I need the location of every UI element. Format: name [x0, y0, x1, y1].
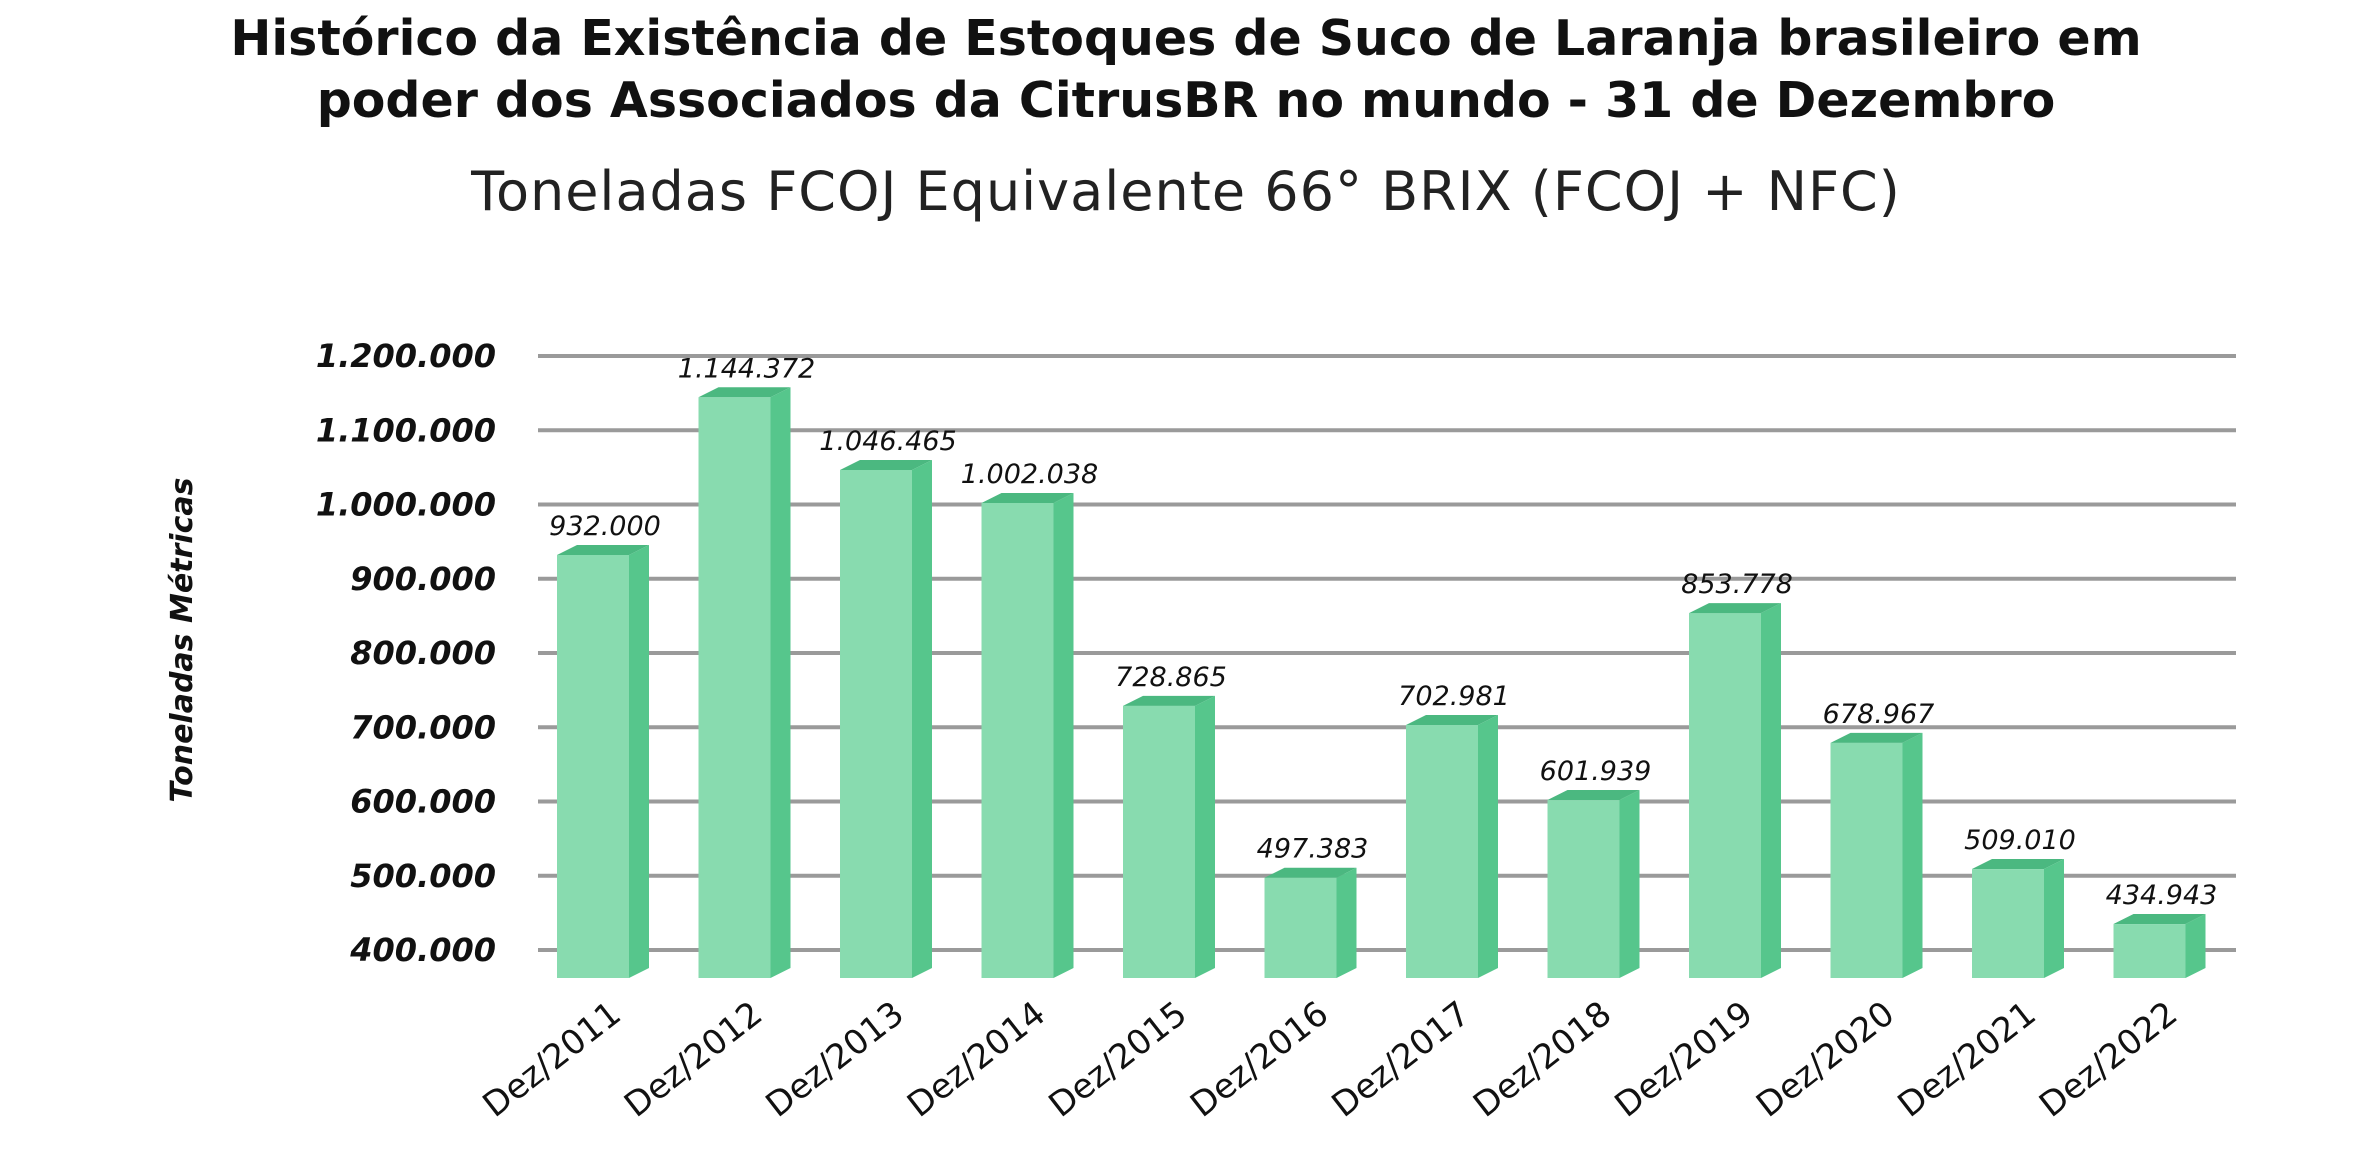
- bar-top: [698, 387, 791, 398]
- bar-side: [912, 459, 932, 978]
- bar-side: [1195, 695, 1215, 978]
- y-tick-label: 900.000: [350, 560, 496, 598]
- data-label: 601.939: [1540, 756, 1652, 787]
- x-tick-label: Dez/2014: [900, 994, 1053, 1126]
- data-label: 497.383: [1257, 834, 1369, 865]
- y-axis-title: Toneladas Métricas: [165, 478, 200, 803]
- data-label: 702.981: [1398, 681, 1510, 712]
- bars: [557, 387, 2206, 978]
- y-tick-label: 500.000: [350, 857, 496, 895]
- bar: [698, 387, 791, 978]
- data-label: 1.046.465: [819, 426, 956, 457]
- bar-front: [2113, 924, 2186, 978]
- bar-top: [1123, 695, 1215, 706]
- chart-title: Histórico da Existência de Estoques de S…: [0, 8, 2372, 132]
- bar-side: [1336, 867, 1357, 978]
- bar-front: [840, 469, 912, 978]
- chart-title-line-2: poder dos Associados da CitrusBR no mund…: [316, 72, 2056, 129]
- x-tick-label: Dez/2019: [1608, 994, 1761, 1126]
- bar: [1123, 695, 1215, 978]
- bar: [1264, 867, 1357, 978]
- bar: [1689, 603, 1781, 978]
- y-tick-label: 700.000: [350, 708, 496, 746]
- bar-top: [1264, 867, 1357, 878]
- x-tick-label: Dez/2012: [617, 994, 770, 1126]
- bar-top: [1406, 715, 1498, 726]
- bar-side: [770, 387, 791, 978]
- bar: [981, 492, 1074, 978]
- data-label: 509.010: [1964, 825, 2076, 856]
- bar-front: [1123, 705, 1195, 978]
- bar: [1406, 715, 1498, 978]
- data-label: 853.778: [1681, 569, 1793, 600]
- x-tick-label: Dez/2013: [759, 994, 912, 1126]
- y-tick-label: 1.200.000: [316, 337, 496, 375]
- x-tick-label: Dez/2015: [1042, 994, 1195, 1126]
- gridlines: [538, 354, 2236, 952]
- chart-title-line-1: Histórico da Existência de Estoques de S…: [230, 10, 2142, 67]
- bar-front: [1406, 725, 1478, 978]
- bar: [2113, 914, 2206, 978]
- bar-front: [1972, 869, 2044, 978]
- bar-side: [2044, 859, 2064, 978]
- y-tick-label: 400.000: [349, 931, 496, 969]
- bar-front: [698, 397, 771, 978]
- bar-top: [981, 492, 1074, 503]
- y-tick-label: 800.000: [350, 634, 496, 672]
- y-axis-ticks: 400.000 500.000 600.000 700.000 800.000 900.0…: [316, 337, 496, 969]
- bar: [840, 459, 932, 978]
- data-label: 728.865: [1115, 662, 1227, 693]
- bar-top: [1830, 732, 1923, 743]
- bar-top: [1547, 790, 1640, 801]
- bar-side: [1619, 790, 1640, 978]
- chart-subtitle: Toneladas FCOJ Equivalente 66° BRIX (FCO…: [471, 160, 1901, 223]
- data-label: 1.002.038: [961, 459, 1098, 490]
- data-label: 1.144.372: [678, 353, 815, 384]
- x-tick-label: Dez/2011: [476, 994, 629, 1126]
- y-tick-label: 1.100.000: [316, 411, 496, 449]
- bar: [557, 544, 649, 978]
- y-tick-label: 1.000.000: [316, 486, 496, 524]
- bar-top: [2113, 914, 2206, 925]
- data-label: 932.000: [549, 511, 661, 542]
- x-axis-categories: Dez/2011Dez/2012Dez/2013Dez/2014Dez/2015…: [476, 994, 2186, 1126]
- bar-front: [1264, 877, 1337, 978]
- bar: [1547, 790, 1640, 978]
- x-tick-label: Dez/2021: [1891, 994, 2044, 1126]
- data-label: 678.967: [1823, 699, 1935, 730]
- bar-front: [1689, 613, 1761, 978]
- bar-front: [557, 554, 629, 978]
- x-tick-label: Dez/2016: [1183, 994, 1336, 1126]
- bar: [1830, 732, 1923, 978]
- bar-front: [981, 502, 1054, 978]
- x-tick-label: Dez/2020: [1749, 994, 1902, 1126]
- bar-top: [557, 544, 649, 555]
- data-label: 434.943: [2106, 880, 2218, 911]
- x-tick-label: Dez/2017: [1325, 994, 1478, 1126]
- bar-side: [1902, 732, 1923, 978]
- bar-top: [1972, 859, 2064, 870]
- bar-side: [629, 544, 649, 978]
- bar-top: [1689, 603, 1781, 614]
- bar-side: [1053, 492, 1074, 978]
- bar: [1972, 859, 2064, 978]
- x-tick-label: Dez/2022: [2032, 994, 2185, 1126]
- bar-side: [2185, 914, 2206, 978]
- bar-side: [1761, 603, 1781, 978]
- y-tick-label: 600.000: [350, 783, 496, 821]
- x-tick-label: Dez/2018: [1466, 994, 1619, 1126]
- bar-front: [1830, 742, 1903, 978]
- bar-front: [1547, 800, 1620, 978]
- bar-side: [1478, 715, 1498, 978]
- bar-top: [840, 459, 932, 470]
